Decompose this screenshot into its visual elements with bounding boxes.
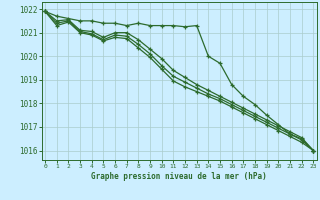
X-axis label: Graphe pression niveau de la mer (hPa): Graphe pression niveau de la mer (hPa) bbox=[91, 172, 267, 181]
